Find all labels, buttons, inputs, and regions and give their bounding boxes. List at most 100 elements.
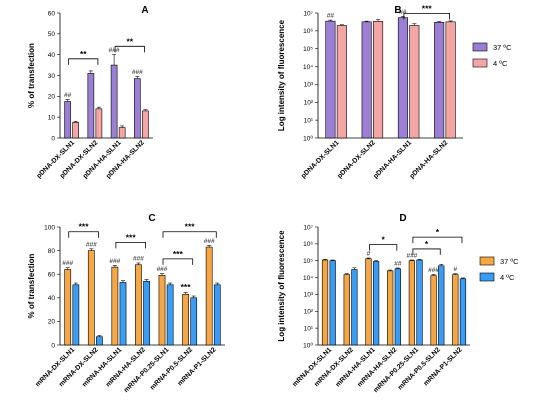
y-tick-label: 60	[48, 10, 56, 17]
bar-4C-2	[119, 282, 127, 346]
bar-annotation: ###	[204, 238, 215, 245]
bar-37C-2	[111, 266, 119, 346]
bar-37C-2	[365, 258, 372, 346]
bar-annotation: ###	[109, 258, 120, 265]
bar-37C-1	[87, 250, 95, 346]
legend-label: 37 ºC	[500, 257, 519, 266]
panel-letter: D	[399, 213, 406, 224]
y-tick-label: 10³	[304, 82, 314, 89]
significance-bracket	[68, 231, 99, 238]
chart-panel-c: C 0 20 40 60 80 100 % of transfection ### mRNA-DX…	[27, 213, 225, 394]
bar-annotation: ***	[181, 282, 192, 292]
significance-bracket	[115, 241, 146, 249]
significance-label: ***	[422, 3, 433, 13]
bar-37C-5	[430, 275, 437, 346]
bar-4C-2	[409, 25, 420, 139]
significance-bracket	[412, 236, 463, 244]
y-tick-label: 10⁰	[303, 134, 313, 142]
bar-37C-3	[135, 264, 142, 346]
significance-bracket	[369, 244, 398, 251]
legend-swatch	[472, 58, 488, 68]
x-tick-label: mRNA-HA-SLN2	[356, 346, 398, 388]
legend-swatch	[479, 256, 495, 266]
bar-annotation: ###	[133, 255, 144, 262]
y-tick-label: 50	[48, 31, 56, 38]
significance-label: ***	[173, 249, 184, 259]
x-tick-label: pDNA-DX-SLN1	[300, 139, 341, 180]
x-tick-label: mRNA-P0.5-SLN2	[149, 346, 194, 391]
bar-4C-1	[95, 108, 103, 139]
x-tick-label: mRNA-DX-SLN1	[291, 346, 333, 388]
bar-4C-2	[118, 127, 126, 139]
panel-letter: B	[394, 5, 401, 16]
significance-bracket	[68, 58, 99, 65]
legend-label: 4 ºC	[500, 273, 515, 282]
y-tick-label: 20	[48, 319, 56, 326]
significance-label: *	[425, 239, 429, 249]
bar-37C-5	[182, 293, 189, 346]
bar-4C-6	[213, 284, 221, 346]
significance-label: *	[381, 235, 385, 245]
bar-annotation: ###	[406, 253, 417, 260]
bar-37C-2	[110, 64, 118, 139]
chart-panel-d: D 10⁰ 10¹ 10² 10³ 10⁴ 10⁵ 10⁶ 10⁷ Log intensity o…	[277, 213, 519, 394]
y-tick-label: 10⁰	[303, 341, 313, 349]
bar-4C-0	[72, 284, 80, 346]
x-tick-label: mRNA-P0.25-SLN1	[123, 346, 171, 394]
legend-swatch	[472, 42, 488, 52]
bar-4C-0	[329, 260, 336, 346]
bar-annotation: ##	[64, 92, 72, 99]
y-tick-label: 10	[48, 114, 56, 121]
y-tick-label: 10⁷	[303, 224, 313, 231]
bar-annotation: ###	[132, 69, 143, 76]
y-tick-label: 10¹	[304, 325, 314, 332]
bar-4C-4	[166, 284, 174, 346]
bar-4C-1	[96, 336, 103, 346]
panel-letter: C	[148, 213, 155, 224]
bar-37C-4	[408, 260, 416, 346]
significance-label: ***	[79, 222, 90, 232]
x-tick-label: pDNA-DX-SLN2	[336, 139, 377, 180]
bar-4C-0	[336, 25, 347, 139]
bar-37C-3	[434, 22, 445, 139]
bar-4C-3	[142, 110, 149, 139]
bar-annotation: ###	[428, 267, 439, 274]
significance-label: **	[126, 36, 133, 46]
y-tick-label: 10⁵	[303, 46, 313, 53]
x-tick-label: mRNA-HA-SLN1	[335, 346, 377, 388]
y-tick-label: 40	[48, 52, 56, 59]
y-tick-label: 10⁴	[303, 275, 313, 282]
y-axis-label: % of transfection	[27, 43, 36, 108]
significance-label: **	[80, 49, 87, 59]
chart-panel-a: A 0 10 20 30 40 50 60 % of transfection ## pDNA-DX…	[27, 5, 153, 180]
y-tick-label: 10³	[304, 292, 314, 299]
bar-annotation: ##	[327, 13, 335, 20]
bar-37C-1	[87, 73, 95, 139]
bar-annotation: ###	[62, 260, 73, 267]
y-tick-label: 10¹	[304, 117, 314, 124]
x-tick-label: mRNA-DX-SLN2	[313, 346, 355, 388]
bar-37C-0	[321, 259, 329, 346]
significance-label: ***	[126, 232, 137, 242]
bar-37C-4	[158, 275, 166, 346]
bar-4C-3	[143, 280, 150, 346]
significance-bracket	[162, 231, 217, 238]
bar-annotation: #	[454, 266, 458, 273]
y-tick-label: 80	[48, 248, 56, 255]
bar-4C-5	[190, 297, 198, 346]
x-tick-label: mRNA-DX-SLN1	[34, 346, 76, 388]
bar-4C-3	[445, 21, 456, 139]
significance-bracket	[403, 12, 450, 20]
bar-annotation: ##	[394, 260, 402, 267]
bar-4C-2	[372, 261, 380, 346]
y-tick-label: 10⁶	[303, 28, 313, 35]
bar-4C-3	[394, 268, 401, 346]
bar-annotation: ###	[157, 266, 168, 273]
bar-4C-5	[438, 265, 445, 346]
y-axis-label: Log intensity of fluorescence	[277, 230, 286, 342]
bar-4C-6	[459, 278, 467, 346]
y-tick-label: 20	[48, 94, 56, 101]
x-tick-label: pDNA-HA-SLN2	[409, 139, 450, 180]
y-tick-label: 40	[48, 295, 56, 302]
bar-4C-0	[72, 122, 79, 139]
